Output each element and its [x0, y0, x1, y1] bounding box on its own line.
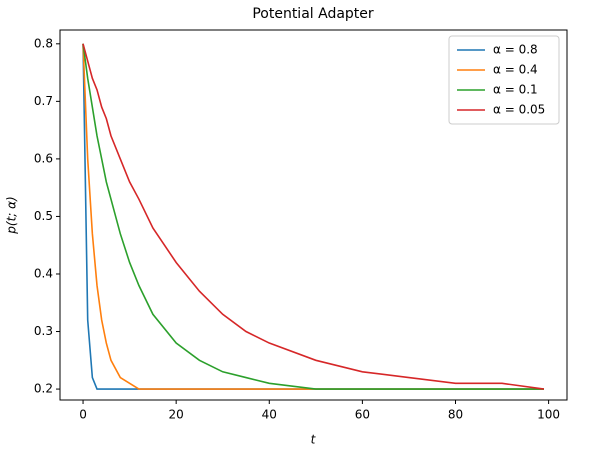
- legend-label: α = 0.1: [493, 83, 538, 97]
- y-axis-label: p(t; α): [5, 196, 19, 234]
- x-tick-label: 40: [262, 408, 277, 422]
- x-tick-label: 20: [169, 408, 184, 422]
- chart-title: Potential Adapter: [252, 6, 374, 22]
- y-tick-label: 0.8: [34, 36, 53, 50]
- x-tick-label: 0: [79, 408, 87, 422]
- y-tick-label: 0.6: [34, 151, 53, 165]
- x-tick-label: 60: [355, 408, 370, 422]
- x-tick-label: 100: [537, 408, 560, 422]
- legend-label: α = 0.8: [493, 43, 538, 57]
- x-tick-label: 80: [448, 408, 463, 422]
- legend-box: [448, 35, 560, 125]
- line-series: [82, 43, 545, 390]
- legend: α = 0.8 α = 0.4 α = 0.1 α = 0.05: [448, 35, 560, 125]
- legend-label: α = 0.4: [493, 63, 538, 77]
- y-tick-label: 0.5: [34, 209, 53, 223]
- y-tick-label: 0.3: [34, 324, 53, 338]
- y-tick-label: 0.7: [34, 94, 53, 108]
- y-tick-label: 0.2: [34, 382, 53, 396]
- plot-frame: [59, 29, 568, 401]
- y-tick-label: 0.4: [34, 266, 53, 280]
- line-series: [82, 43, 544, 390]
- legend-label: α = 0.05: [493, 103, 545, 117]
- x-axis-label: t: [311, 433, 317, 447]
